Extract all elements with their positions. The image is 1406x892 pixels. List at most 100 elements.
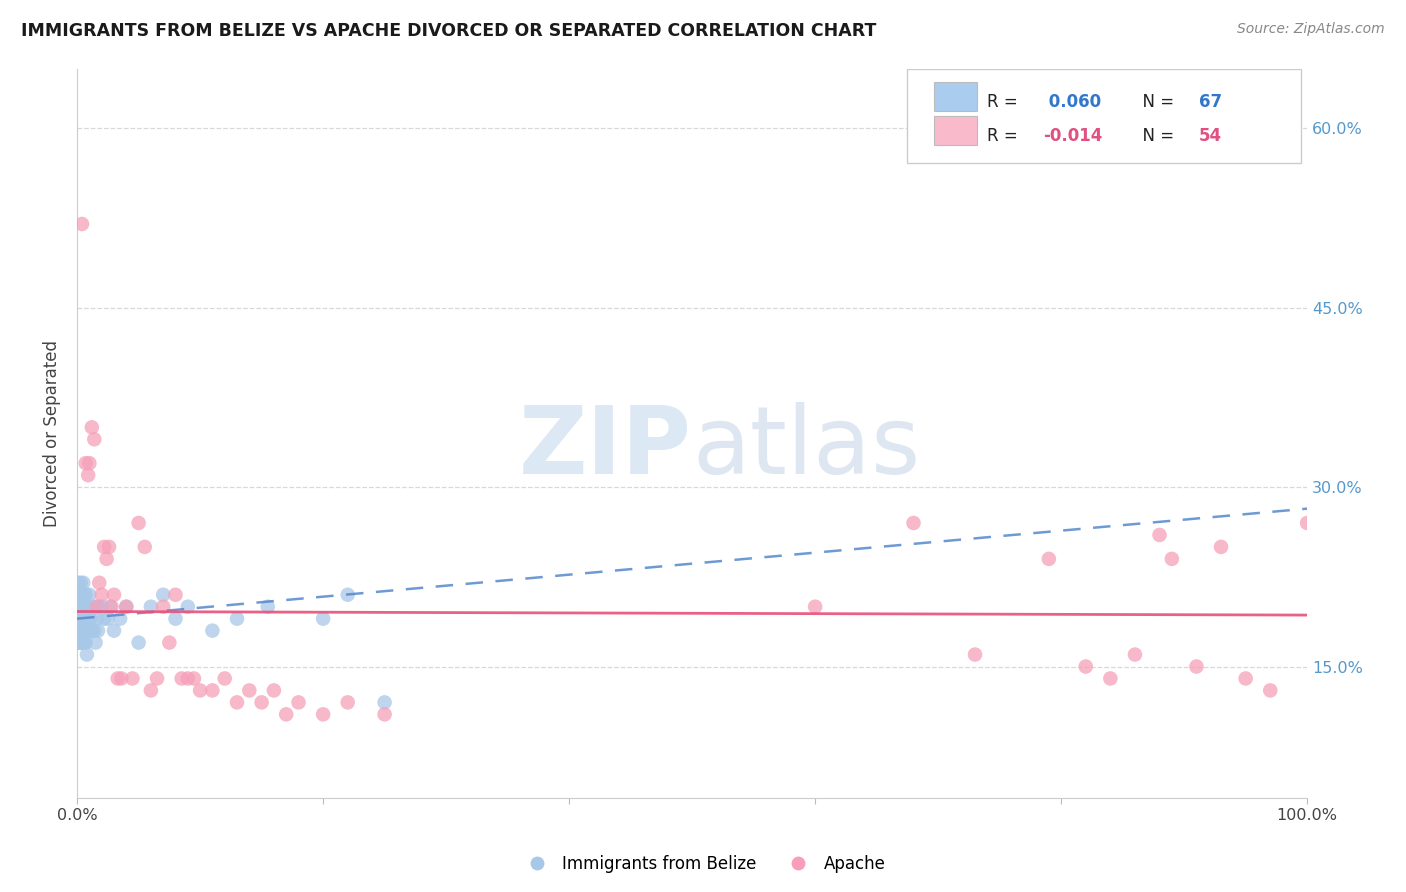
Point <box>201 683 224 698</box>
Point <box>70 217 93 231</box>
Text: R =: R = <box>987 93 1024 112</box>
Point <box>82 599 104 614</box>
Text: N =: N = <box>1132 93 1180 112</box>
Point <box>67 624 90 638</box>
Point <box>1099 672 1122 686</box>
Point <box>96 552 118 566</box>
Point <box>70 599 93 614</box>
Point <box>128 635 150 649</box>
Point <box>80 624 103 638</box>
Point <box>336 695 359 709</box>
Point <box>83 432 105 446</box>
Point <box>79 612 101 626</box>
Point <box>98 540 121 554</box>
Point <box>90 599 112 614</box>
Point <box>115 599 138 614</box>
Point <box>76 599 98 614</box>
Point <box>72 635 94 649</box>
Point <box>238 683 260 698</box>
Point <box>139 599 162 614</box>
Point <box>86 599 108 614</box>
Point <box>312 707 335 722</box>
Point <box>77 468 100 483</box>
Point <box>72 599 94 614</box>
Point <box>287 695 309 709</box>
Point <box>804 599 827 614</box>
Point <box>103 588 125 602</box>
Point <box>139 683 162 698</box>
Point <box>67 612 90 626</box>
Point <box>79 588 101 602</box>
Point <box>263 683 285 698</box>
Point <box>89 575 111 590</box>
Point <box>165 612 187 626</box>
Text: N =: N = <box>1132 128 1180 145</box>
Point <box>87 624 110 638</box>
Point <box>69 635 91 649</box>
Point <box>963 648 986 662</box>
Point <box>69 635 91 649</box>
Point <box>72 575 94 590</box>
Point <box>374 695 396 709</box>
Text: ZIP: ZIP <box>519 402 692 494</box>
Point <box>226 612 249 626</box>
Point <box>177 599 200 614</box>
Point <box>1160 552 1182 566</box>
Text: 0.060: 0.060 <box>1043 93 1101 112</box>
Point <box>201 624 224 638</box>
Text: -0.014: -0.014 <box>1043 128 1102 145</box>
Point <box>226 695 249 709</box>
Point <box>67 635 90 649</box>
Point <box>69 588 91 602</box>
Point <box>374 707 396 722</box>
Point <box>256 599 278 614</box>
Point <box>183 672 205 686</box>
Point <box>90 588 112 602</box>
Point <box>79 612 101 626</box>
Point <box>75 456 97 470</box>
Text: R =: R = <box>987 128 1024 145</box>
Point <box>134 540 156 554</box>
Point <box>70 624 93 638</box>
Point <box>83 624 105 638</box>
Point <box>69 624 91 638</box>
Point <box>69 599 91 614</box>
FancyBboxPatch shape <box>935 82 977 111</box>
Point <box>157 635 180 649</box>
Point <box>73 624 96 638</box>
Point <box>75 635 97 649</box>
FancyBboxPatch shape <box>907 69 1301 163</box>
Legend: Immigrants from Belize, Apache: Immigrants from Belize, Apache <box>515 848 891 880</box>
Point <box>73 588 96 602</box>
Point <box>72 612 94 626</box>
Point <box>250 695 273 709</box>
Point <box>1123 648 1146 662</box>
Text: Source: ZipAtlas.com: Source: ZipAtlas.com <box>1237 22 1385 37</box>
Point <box>93 612 115 626</box>
Point <box>1038 552 1060 566</box>
Point <box>1185 659 1208 673</box>
Point <box>1149 528 1171 542</box>
Text: atlas: atlas <box>692 402 921 494</box>
Point <box>276 707 298 722</box>
Point <box>70 635 93 649</box>
Point <box>152 599 174 614</box>
Point <box>70 612 93 626</box>
Point <box>73 612 96 626</box>
Text: 54: 54 <box>1199 128 1222 145</box>
Point <box>70 588 93 602</box>
Point <box>69 588 91 602</box>
Point <box>100 599 122 614</box>
Point <box>177 672 200 686</box>
Point <box>312 612 335 626</box>
Point <box>77 599 100 614</box>
Point <box>69 612 91 626</box>
Text: IMMIGRANTS FROM BELIZE VS APACHE DIVORCED OR SEPARATED CORRELATION CHART: IMMIGRANTS FROM BELIZE VS APACHE DIVORCE… <box>21 22 876 40</box>
Point <box>93 540 115 554</box>
Point <box>84 635 107 649</box>
Text: 67: 67 <box>1199 93 1222 112</box>
Point <box>86 612 108 626</box>
Point <box>1209 540 1232 554</box>
Point <box>121 672 143 686</box>
Point <box>107 672 129 686</box>
